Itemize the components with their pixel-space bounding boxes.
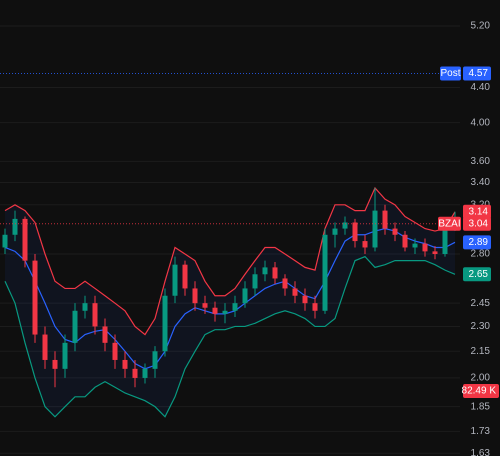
volume-value: 82.49 K: [462, 386, 497, 397]
candle-body: [122, 359, 128, 369]
candle-body: [442, 223, 448, 254]
candle-body: [172, 264, 178, 296]
candle-body: [52, 359, 58, 369]
y-tick-label: 2.80: [471, 249, 491, 260]
candle-body: [212, 307, 218, 314]
candle-body: [282, 278, 288, 289]
candle-body: [232, 303, 238, 311]
upper-band-value-bg: [463, 204, 491, 219]
candle-body: [112, 342, 118, 360]
price-value-bg: [463, 216, 491, 231]
candle-body: [342, 222, 348, 229]
candle-body: [322, 234, 328, 311]
middle-band-value-bg: [463, 235, 491, 250]
candle-body: [192, 288, 198, 304]
y-tick-label: 1.73: [471, 426, 491, 437]
candle-body: [312, 303, 318, 311]
y-tick-label: 2.45: [471, 298, 491, 309]
candle-body: [402, 234, 408, 248]
volume-value-bg: [463, 384, 499, 398]
candle-body: [292, 288, 298, 296]
candle-body: [252, 274, 258, 289]
lower-band-value-bg: [463, 267, 491, 282]
candle-body: [42, 334, 48, 360]
y-tick-label: 3.60: [471, 156, 491, 167]
band-line: [4, 255, 456, 418]
symbol-label: BZAI: [438, 218, 460, 229]
candle-body: [152, 351, 158, 369]
y-tick-label: 2.00: [471, 373, 491, 384]
y-tick-label: 1.63: [471, 448, 491, 456]
candle-body: [352, 222, 358, 242]
middle-band-value: 2.89: [469, 237, 489, 248]
candle-body: [302, 295, 308, 304]
lower-band-value: 2.65: [469, 269, 489, 280]
candle-body: [92, 303, 98, 327]
candle-body: [392, 228, 398, 235]
y-tick-label: 1.85: [471, 401, 491, 412]
candle-body: [222, 310, 228, 314]
candle-body: [332, 228, 338, 235]
candle-body: [412, 243, 418, 248]
candle-body: [162, 295, 168, 352]
y-tick-label: 4.40: [471, 82, 491, 93]
candle-body: [362, 241, 368, 248]
band-line: [4, 227, 456, 370]
post-label: Post: [440, 68, 460, 79]
candle-body: [422, 243, 428, 252]
candle-body: [202, 303, 208, 308]
candle-body: [102, 326, 108, 343]
y-tick-label: 2.15: [471, 346, 491, 357]
y-tick-label: 5.20: [471, 21, 491, 32]
candle-body: [182, 264, 188, 289]
candle-body: [2, 234, 8, 248]
candle-body: [262, 267, 268, 275]
candle-body: [82, 303, 88, 311]
post-value: 4.57: [469, 68, 489, 79]
candle-body: [62, 342, 68, 369]
candle-body: [372, 210, 378, 248]
candle-body: [132, 368, 138, 378]
candle-body: [432, 251, 438, 254]
candle-body: [22, 218, 28, 261]
candle-body: [32, 260, 38, 335]
price-value: 3.04: [469, 218, 489, 229]
upper-band-value: 3.14: [469, 206, 489, 217]
symbol-label-bg: [438, 216, 461, 231]
y-tick-label: 2.30: [471, 321, 491, 332]
y-tick-label: 4.00: [471, 117, 491, 128]
candle-body: [242, 288, 248, 304]
candle-body: [272, 267, 278, 279]
candle-body: [142, 368, 148, 378]
post-label-bg: [440, 66, 461, 81]
post-value-bg: [463, 66, 491, 81]
band-line: [4, 186, 456, 336]
candle-body: [12, 218, 18, 235]
candle-body: [72, 310, 78, 343]
candle-body: [382, 210, 388, 229]
y-tick-label: 3.40: [471, 177, 491, 188]
